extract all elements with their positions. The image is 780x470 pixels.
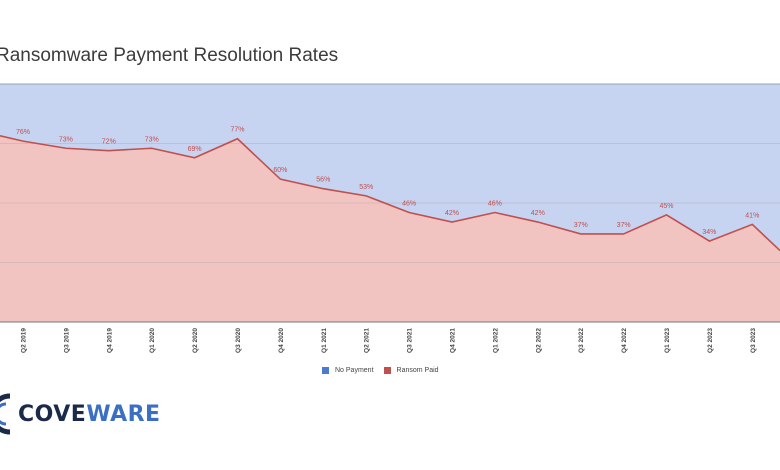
data-label-3: 73%: [145, 136, 159, 143]
x-tick-label-6: Q4 2020: [278, 328, 285, 353]
x-tick-label-15: Q1 2023: [664, 328, 671, 353]
x-tick-label-13: Q3 2022: [578, 328, 585, 353]
data-label-15: 45%: [659, 203, 673, 210]
x-tick-label-5: Q3 2020: [235, 328, 242, 353]
x-tick-label-2: Q4 2019: [106, 328, 113, 353]
data-label-5: 77%: [230, 127, 244, 134]
legend-label-no-payment: No Payment: [335, 367, 374, 374]
x-tick-label-7: Q1 2021: [321, 328, 328, 353]
legend-swatch-ransom-paid: [383, 367, 391, 374]
legend-item-ransom-paid: Ransom Paid: [383, 367, 439, 374]
legend-label-ransom-paid: Ransom Paid: [396, 367, 439, 374]
logo-text-ware: WARE: [86, 401, 161, 427]
x-tick-label-12: Q2 2022: [535, 328, 542, 353]
chart-legend: No Payment Ransom Paid: [322, 367, 439, 374]
x-tick-label-10: Q4 2021: [450, 328, 457, 353]
x-tick-label-4: Q2 2020: [192, 328, 199, 353]
data-label-9: 46%: [402, 201, 416, 208]
coveware-logo: COVEWARE: [0, 392, 161, 436]
chart-title: Ransomware Payment Resolution Rates: [0, 45, 339, 66]
data-label-4: 69%: [188, 146, 202, 153]
x-tick-label-14: Q4 2022: [621, 328, 628, 353]
data-label-14: 37%: [617, 222, 631, 229]
x-tick-label-16: Q2 2023: [707, 328, 714, 353]
data-label-16: 34%: [702, 229, 716, 236]
coveware-logo-text: COVEWARE: [18, 402, 161, 427]
legend-swatch-no-payment: [322, 367, 329, 374]
x-tick-label-17: Q3 2023: [750, 328, 757, 353]
series-line-ransom-paid: [0, 134, 780, 252]
data-label-17: 41%: [745, 212, 759, 219]
data-label-1: 73%: [59, 136, 73, 143]
data-label-10: 42%: [445, 210, 459, 217]
data-label-13: 37%: [574, 222, 588, 229]
x-tick-label-3: Q1 2020: [149, 328, 156, 353]
x-tick-label-9: Q3 2021: [407, 328, 414, 353]
data-label-0: 76%: [16, 129, 30, 136]
legend-item-no-payment: No Payment: [322, 367, 374, 374]
logo-text-cove: COVE: [18, 401, 87, 427]
data-label-2: 72%: [102, 139, 116, 146]
x-tick-label-0: Q2 2019: [21, 328, 28, 353]
area-ransom-paid: [0, 135, 780, 322]
data-label-11: 46%: [488, 201, 502, 208]
coveware-logo-icon: [0, 393, 11, 435]
x-tick-label-11: Q1 2022: [492, 328, 499, 353]
x-tick-label-1: Q3 2019: [63, 328, 70, 353]
data-label-7: 56%: [316, 177, 330, 184]
data-label-6: 60%: [273, 167, 287, 174]
data-label-8: 53%: [359, 184, 373, 191]
x-tick-label-8: Q2 2021: [364, 328, 371, 353]
data-label-12: 42%: [531, 210, 545, 217]
